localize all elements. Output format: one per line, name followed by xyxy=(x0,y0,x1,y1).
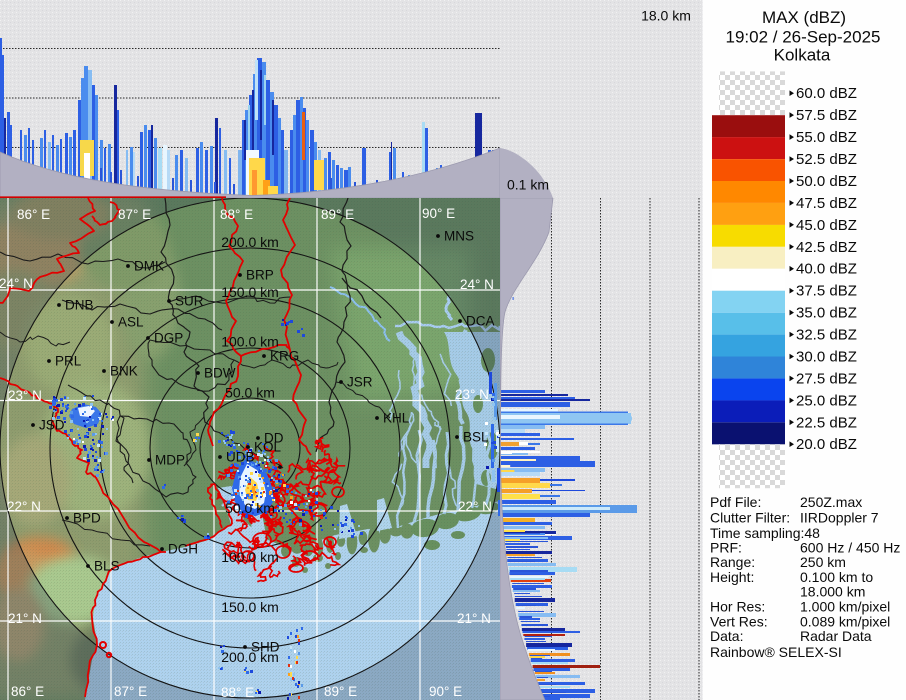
svg-text:600 Hz / 450 Hz: 600 Hz / 450 Hz xyxy=(800,540,900,556)
svg-text:24° N: 24° N xyxy=(0,276,33,291)
svg-text:50.0 dBZ: 50.0 dBZ xyxy=(796,173,857,190)
svg-text:DGH: DGH xyxy=(168,542,198,557)
svg-text:200.0 km: 200.0 km xyxy=(221,649,279,665)
svg-text:86° E: 86° E xyxy=(11,684,44,699)
svg-text:32.5 dBZ: 32.5 dBZ xyxy=(796,327,857,344)
svg-text:35.0 dBZ: 35.0 dBZ xyxy=(796,305,857,322)
svg-text:BLS: BLS xyxy=(94,559,120,574)
svg-text:86° E: 86° E xyxy=(17,207,50,222)
svg-text:87° E: 87° E xyxy=(114,684,147,699)
svg-text:50.0 km: 50.0 km xyxy=(225,500,275,516)
svg-text:19:02 / 26-Sep-2025: 19:02 / 26-Sep-2025 xyxy=(725,28,880,47)
svg-text:Time sampling:48: Time sampling:48 xyxy=(710,525,820,541)
svg-text:DD: DD xyxy=(264,431,284,446)
svg-text:37.5 dBZ: 37.5 dBZ xyxy=(796,283,857,300)
svg-text:50.0 km: 50.0 km xyxy=(225,385,275,401)
svg-text:Radar Data: Radar Data xyxy=(800,628,872,644)
svg-text:BRP: BRP xyxy=(246,268,274,283)
svg-text:45.0 dBZ: 45.0 dBZ xyxy=(796,217,857,234)
svg-text:DGP: DGP xyxy=(154,331,183,346)
svg-text:Kolkata: Kolkata xyxy=(774,46,831,65)
svg-text:20.0 dBZ: 20.0 dBZ xyxy=(796,436,857,453)
svg-text:JSD: JSD xyxy=(39,418,65,433)
svg-text:KOL: KOL xyxy=(254,440,282,455)
svg-text:52.5 dBZ: 52.5 dBZ xyxy=(796,151,857,168)
svg-text:MDP: MDP xyxy=(155,453,185,468)
svg-text:57.5 dBZ: 57.5 dBZ xyxy=(796,107,857,124)
svg-text:IIRDoppler 7: IIRDoppler 7 xyxy=(800,510,879,526)
svg-text:100.0 km: 100.0 km xyxy=(221,334,279,350)
svg-text:0.089 km/pixel: 0.089 km/pixel xyxy=(800,614,890,630)
svg-text:MAX (dBZ): MAX (dBZ) xyxy=(762,8,846,27)
svg-text:47.5 dBZ: 47.5 dBZ xyxy=(796,195,857,212)
svg-text:MNS: MNS xyxy=(444,229,474,244)
svg-text:22° N: 22° N xyxy=(7,499,41,514)
svg-text:21° N: 21° N xyxy=(8,611,42,626)
svg-text:SHD: SHD xyxy=(251,640,280,655)
svg-text:42.5 dBZ: 42.5 dBZ xyxy=(796,239,857,256)
svg-text:150.0 km: 150.0 km xyxy=(221,284,279,300)
svg-text:Clutter Filter:: Clutter Filter: xyxy=(710,510,790,526)
svg-text:89° E: 89° E xyxy=(321,207,354,222)
svg-text:90° E: 90° E xyxy=(429,684,462,699)
svg-text:ASL: ASL xyxy=(118,315,144,330)
svg-text:60.0 dBZ: 60.0 dBZ xyxy=(796,85,857,102)
svg-text:Vert Res:: Vert Res: xyxy=(710,614,768,630)
svg-text:250Z.max: 250Z.max xyxy=(800,494,862,510)
svg-text:BPD: BPD xyxy=(73,511,101,526)
svg-text:BSL: BSL xyxy=(463,430,489,445)
svg-text:Hor Res:: Hor Res: xyxy=(710,599,765,615)
svg-text:DCA: DCA xyxy=(466,314,495,329)
svg-text:DMK: DMK xyxy=(134,259,164,274)
svg-text:BDW: BDW xyxy=(204,366,236,381)
svg-text:JSR: JSR xyxy=(347,375,373,390)
svg-text:23° N: 23° N xyxy=(8,388,42,403)
svg-text:Rainbow® SELEX-SI: Rainbow® SELEX-SI xyxy=(710,644,842,660)
svg-text:Pdf File:: Pdf File: xyxy=(710,494,761,510)
svg-text:1.000 km/pixel: 1.000 km/pixel xyxy=(800,599,890,615)
svg-text:22° N: 22° N xyxy=(458,499,492,514)
svg-text:30.0 dBZ: 30.0 dBZ xyxy=(796,349,857,366)
svg-text:23° N: 23° N xyxy=(455,387,489,402)
svg-text:UDB: UDB xyxy=(226,450,255,465)
svg-text:250 km: 250 km xyxy=(800,554,846,570)
svg-text:0.100 km to: 0.100 km to xyxy=(800,569,873,585)
svg-text:PRF:: PRF: xyxy=(710,540,742,556)
svg-text:BNK: BNK xyxy=(110,364,138,379)
svg-text:88° E: 88° E xyxy=(221,685,254,700)
svg-text:100.0 km: 100.0 km xyxy=(221,549,279,565)
svg-text:DNB: DNB xyxy=(65,298,94,313)
svg-text:200.0 km: 200.0 km xyxy=(221,234,279,250)
svg-text:88° E: 88° E xyxy=(220,207,253,222)
svg-text:90° E: 90° E xyxy=(422,206,455,221)
svg-text:150.0 km: 150.0 km xyxy=(221,599,279,615)
svg-text:18.000 km: 18.000 km xyxy=(800,584,865,600)
svg-text:87° E: 87° E xyxy=(118,207,151,222)
svg-text:40.0 dBZ: 40.0 dBZ xyxy=(796,261,857,278)
svg-text:55.0 dBZ: 55.0 dBZ xyxy=(796,129,857,146)
svg-text:24° N: 24° N xyxy=(460,277,494,292)
svg-text:Height:: Height: xyxy=(710,569,754,585)
svg-text:18.0 km: 18.0 km xyxy=(641,8,691,24)
svg-text:SUR: SUR xyxy=(175,294,204,309)
svg-text:KRG: KRG xyxy=(270,349,299,364)
svg-text:KHL: KHL xyxy=(383,411,410,426)
svg-text:Range:: Range: xyxy=(710,554,755,570)
svg-text:25.0 dBZ: 25.0 dBZ xyxy=(796,392,857,409)
svg-text:27.5 dBZ: 27.5 dBZ xyxy=(796,370,857,387)
svg-text:0.1 km: 0.1 km xyxy=(507,177,549,193)
svg-text:89° E: 89° E xyxy=(324,684,357,699)
svg-text:21° N: 21° N xyxy=(457,611,491,626)
svg-text:Data:: Data: xyxy=(710,628,743,644)
svg-text:22.5 dBZ: 22.5 dBZ xyxy=(796,414,857,431)
svg-text:PRL: PRL xyxy=(55,354,82,369)
